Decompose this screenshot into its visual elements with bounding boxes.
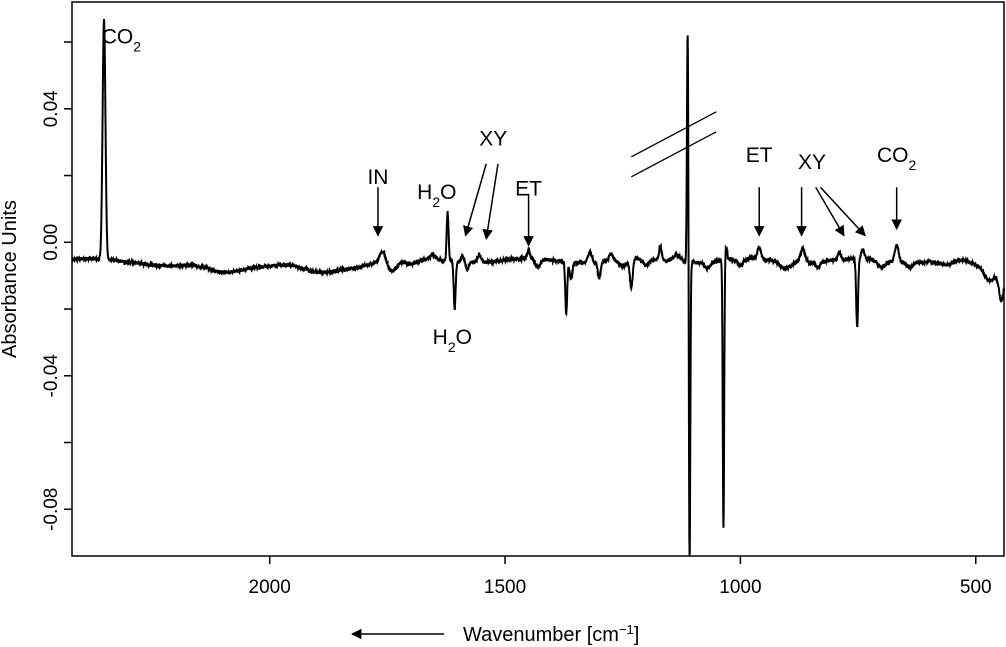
axis-break-line bbox=[630, 111, 717, 158]
peak-label-text: XY bbox=[798, 151, 826, 174]
x-axis-title: Wavenumber [cm−1] bbox=[463, 622, 639, 647]
peak-label-subscript: 2 bbox=[448, 339, 456, 355]
y-tick-label: 0.00 bbox=[41, 224, 62, 261]
peak-label: CO2 bbox=[102, 26, 142, 55]
plot-frame bbox=[71, 1, 1005, 557]
x-axis: 2000 1500 1000 500 bbox=[249, 556, 992, 598]
absorbance-series-line bbox=[71, 19, 1005, 556]
peak-arrow bbox=[819, 186, 866, 237]
peak-label: H2O bbox=[417, 181, 456, 210]
peak-label-subscript: 2 bbox=[133, 39, 141, 55]
peak-label-text: CO bbox=[877, 144, 909, 167]
peak-label: ET bbox=[746, 144, 773, 167]
x-tick-label: 1000 bbox=[719, 577, 761, 598]
peak-label-suffix: O bbox=[456, 326, 472, 349]
axis-break-line bbox=[630, 131, 717, 178]
peak-label: XY bbox=[798, 151, 826, 174]
peak-label: IN bbox=[367, 166, 388, 189]
peak-label: CO2 bbox=[877, 144, 917, 173]
y-tick-label: -0.08 bbox=[41, 488, 62, 531]
peak-arrow bbox=[463, 163, 487, 237]
peak-label-text: CO bbox=[102, 26, 134, 49]
peak-label-text: H bbox=[417, 181, 432, 204]
x-tick-label: 500 bbox=[960, 577, 992, 598]
peak-label: XY bbox=[479, 128, 507, 151]
peak-label: ET bbox=[515, 178, 542, 201]
peak-label-text: XY bbox=[479, 128, 507, 151]
peak-label-subscript: 2 bbox=[909, 157, 917, 173]
y-axis: 0.04 0.00 -0.04 -0.08 bbox=[41, 41, 72, 531]
y-tick-label: 0.04 bbox=[41, 90, 62, 127]
x-tick-label: 1500 bbox=[484, 577, 526, 598]
y-axis-title: Absorbance Units bbox=[0, 200, 21, 358]
peak-label-suffix: O bbox=[440, 181, 456, 204]
y-tick-label: -0.04 bbox=[41, 354, 62, 398]
peak-label-text: ET bbox=[746, 144, 773, 167]
x-axis-title-sup: −1 bbox=[619, 622, 634, 637]
x-axis-title-main: Wavenumber [cm bbox=[463, 624, 619, 646]
peak-label-text: ET bbox=[515, 178, 542, 201]
x-tick-label: 2000 bbox=[249, 577, 291, 598]
peak-label: H2O bbox=[433, 326, 472, 355]
peak-label-text: IN bbox=[367, 166, 388, 189]
axis-break-mark bbox=[630, 111, 717, 178]
peak-label-subscript: 2 bbox=[432, 194, 440, 210]
x-axis-title-end: ] bbox=[634, 624, 640, 646]
peak-arrow bbox=[815, 186, 845, 237]
peak-label-text: H bbox=[433, 326, 448, 349]
peak-arrow bbox=[482, 163, 499, 240]
